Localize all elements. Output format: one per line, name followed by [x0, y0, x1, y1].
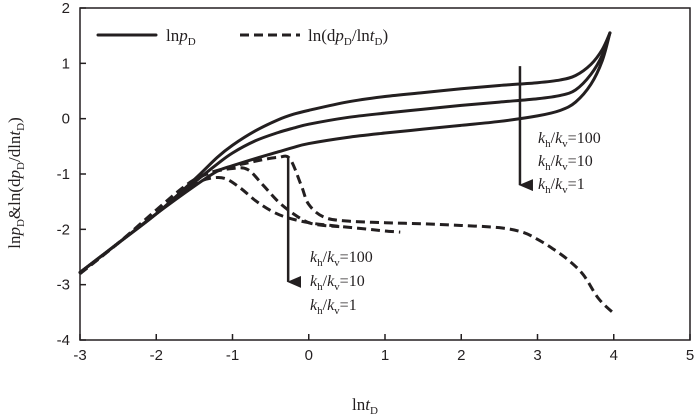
y-tick-label: -4 — [57, 332, 70, 349]
pressure-curve-3 — [78, 31, 612, 274]
y-tick-label: 1 — [62, 55, 70, 72]
x-axis-title: lntD — [352, 395, 378, 417]
y-tick-label: -2 — [57, 221, 70, 238]
y-axis-title: lnpD&ln(dpD/dlntD) — [5, 117, 27, 249]
annotations: kh/kv=100 kh/kv=10 kh/kv=1 kh/kv=100 kh/kv=1… — [286, 66, 601, 317]
x-tick-label: -1 — [226, 347, 239, 364]
x-tick-label: -3 — [73, 347, 86, 364]
x-tick-label: 5 — [686, 347, 694, 364]
x-tick-label: 0 — [305, 347, 313, 364]
derivative-curve-4 — [79, 154, 615, 315]
derivative-curve-6 — [79, 175, 401, 275]
x-tick-label: 3 — [533, 347, 541, 364]
x-tick-label: 4 — [610, 347, 618, 364]
dashed-group-label-3: kh/kv=1 — [310, 297, 357, 317]
x-tick-label: 1 — [381, 347, 389, 364]
y-tick-label: -3 — [57, 277, 70, 294]
solid-group-label-1: kh/kv=100 — [538, 130, 601, 150]
y-tick-label: 2 — [62, 0, 70, 17]
legend: lnpD ln(dpD/lntD) — [96, 26, 388, 48]
y-tick-label: -1 — [57, 166, 70, 183]
legend-solid-label: lnpD — [166, 26, 196, 48]
axis-ticks — [79, 7, 691, 341]
legend-dashed-label: ln(dpD/lntD) — [308, 26, 388, 48]
solid-group-label-2: kh/kv=10 — [538, 153, 593, 173]
x-tick-label: -2 — [150, 347, 163, 364]
x-tick-label: 2 — [457, 347, 465, 364]
dashed-group-label-1: kh/kv=100 — [310, 249, 373, 269]
y-tick-label: 0 — [62, 111, 70, 128]
data-curves — [78, 31, 615, 315]
dashed-group-label-2: kh/kv=10 — [310, 273, 365, 293]
solid-group-label-3: kh/kv=1 — [538, 176, 585, 196]
